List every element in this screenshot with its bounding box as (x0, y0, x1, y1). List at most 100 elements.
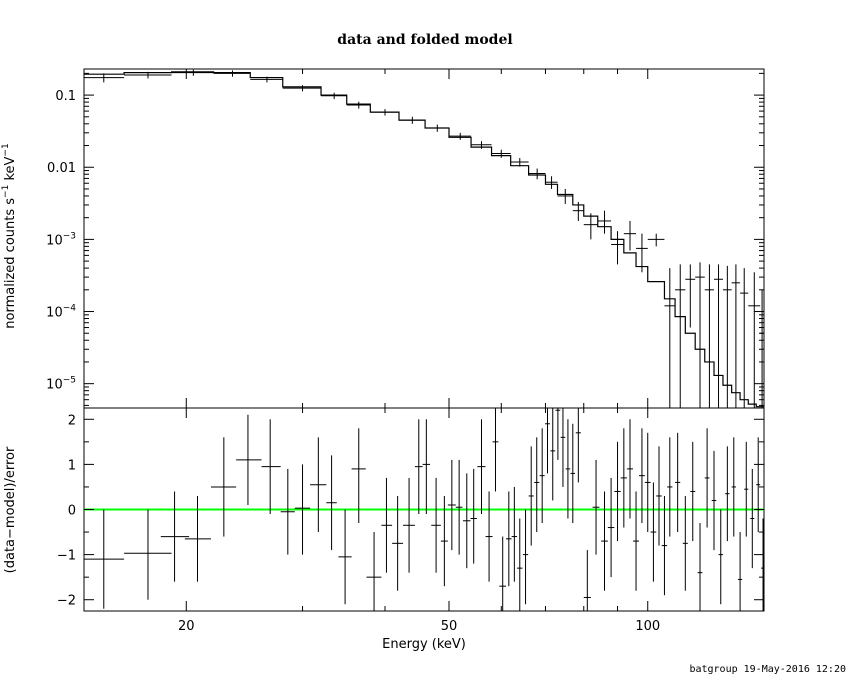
data-point (760, 289, 764, 408)
data-point (557, 188, 573, 204)
residual-point (294, 464, 311, 555)
y-tick-label: 0.1 (55, 89, 76, 104)
residual-point (607, 477, 615, 578)
residual-point (261, 419, 281, 515)
data-point (491, 149, 511, 158)
data-point (623, 220, 637, 251)
residual-point (422, 419, 431, 515)
residual-point (690, 441, 696, 542)
residual-point (539, 428, 545, 524)
residual-point (236, 414, 262, 505)
spectrum-panel: 0.1 0.01 10−3 10−4 10−5 (46, 68, 765, 409)
data-point (636, 233, 648, 273)
x-tick-labels: 20 50 100 (178, 619, 660, 634)
residual-point (626, 419, 634, 519)
data-point (685, 264, 696, 328)
residual-point (601, 491, 608, 591)
residual-point (704, 428, 710, 528)
residual-point (725, 446, 730, 542)
chart-title: data and folded model (337, 32, 512, 48)
data-point (572, 201, 584, 221)
y-tick-label: 0 (68, 504, 76, 519)
x-tick-label: 50 (441, 619, 458, 634)
model-layer (84, 71, 764, 408)
data-point (282, 85, 322, 92)
y-tick-label: 10−3 (46, 231, 76, 248)
data-point (704, 264, 715, 408)
residual-layer (84, 408, 764, 611)
residual-point (731, 437, 736, 537)
data-point (124, 71, 172, 79)
residual-point (711, 450, 717, 551)
residual-point (462, 473, 471, 569)
residual-point (575, 408, 581, 483)
data-point (611, 231, 624, 265)
residual-point (633, 491, 640, 591)
residual-point (440, 495, 448, 587)
residual-point (517, 518, 523, 611)
residual-point (431, 477, 441, 573)
residual-point (738, 532, 743, 611)
residual-point (620, 428, 627, 528)
data-point (510, 158, 529, 167)
residual-point (366, 532, 382, 611)
x-axis-label: Energy (keV) (382, 637, 466, 652)
footer-stamp: batgroup 19-May-2016 12:20 (689, 664, 846, 675)
residual-point (455, 459, 463, 555)
spectrum-y-tick-labels: 0.1 0.01 10−3 10−4 10−5 (46, 89, 76, 393)
residual-point (511, 486, 518, 582)
residual-point (750, 468, 755, 569)
data-point (695, 262, 705, 408)
y-tick-label: 1 (68, 458, 76, 473)
data-point (471, 141, 492, 149)
residual-point (661, 495, 668, 596)
residual-point (644, 432, 651, 533)
y-tick-label: 2 (68, 413, 76, 428)
residual-point (565, 419, 571, 519)
residual-point (744, 441, 749, 537)
residual-point (477, 419, 486, 515)
residual-point (160, 491, 190, 582)
data-point (399, 116, 426, 124)
data-point (171, 69, 214, 76)
residual-point (560, 408, 566, 487)
data-point (84, 73, 125, 83)
residual-point (718, 509, 723, 605)
data-point (213, 70, 251, 77)
residual-point (550, 408, 556, 501)
data-point (731, 264, 741, 408)
residual-point (656, 446, 662, 546)
residual-point (381, 477, 393, 573)
residual-point (522, 509, 529, 605)
residual-ticks (84, 408, 764, 611)
residual-point (84, 509, 125, 609)
residual-point (499, 536, 507, 611)
residual-point (583, 550, 591, 611)
data-point (346, 101, 371, 109)
data-layer (84, 69, 764, 408)
residual-point (639, 428, 645, 524)
residual-point (675, 432, 681, 533)
y-tick-label: 10−5 (46, 376, 76, 393)
residual-y-axis-label: (data−model)/error (3, 446, 18, 573)
data-point (664, 268, 676, 408)
y-tick-label: 10−4 (46, 304, 76, 321)
residual-point (650, 482, 657, 582)
data-point (425, 124, 449, 132)
y-tick-label: −1 (57, 549, 76, 564)
residual-point (280, 468, 295, 555)
data-point (370, 109, 400, 116)
residual-panel: 2 1 0 −1 −2 20 50 100 (57, 407, 765, 634)
residual-point (492, 408, 499, 492)
data-point (647, 233, 665, 247)
y-tick-label: 0.01 (47, 161, 76, 176)
data-point (722, 265, 732, 408)
residual-point (414, 419, 423, 515)
residual-point (124, 509, 172, 600)
residual-point (697, 523, 703, 611)
residual-point (761, 518, 764, 611)
residual-point (570, 423, 576, 524)
y-tick-label: −2 (57, 594, 76, 609)
residual-point (470, 468, 477, 564)
residual-point (756, 437, 761, 533)
